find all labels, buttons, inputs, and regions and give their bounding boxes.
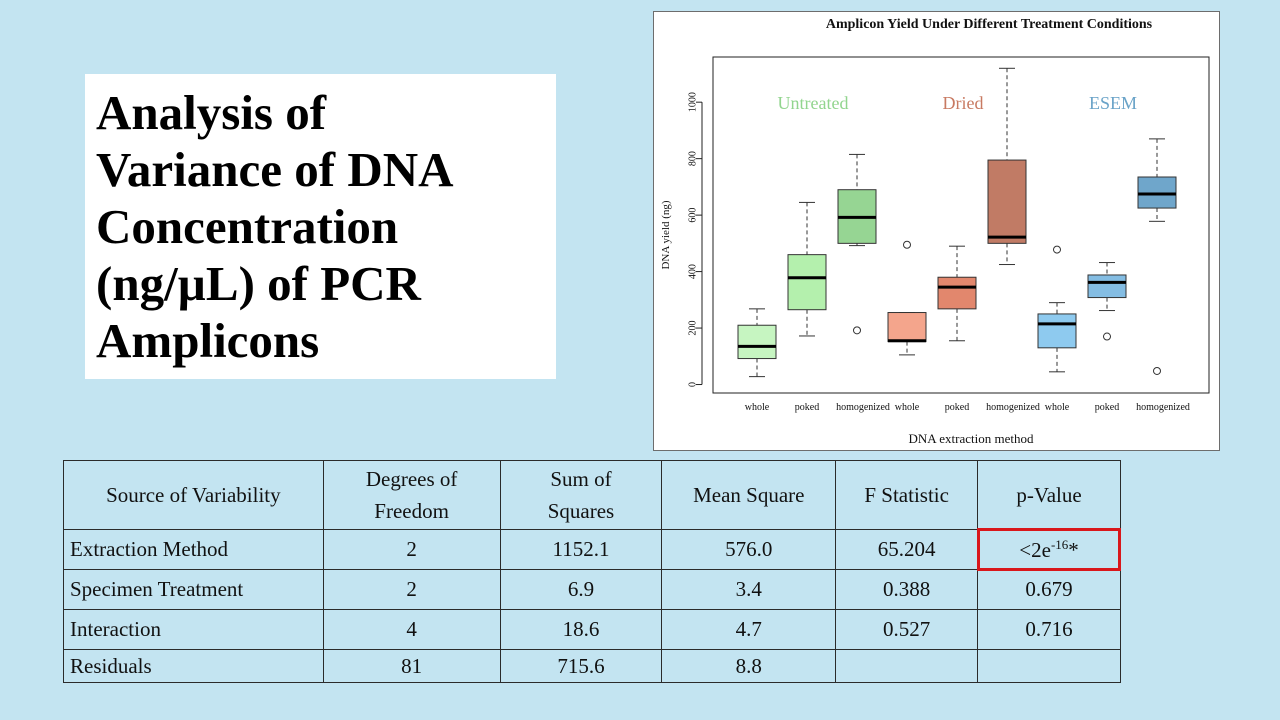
cell-p: 0.716 xyxy=(977,609,1121,650)
cell-f: 0.527 xyxy=(835,609,979,650)
x-tick-label: whole xyxy=(895,402,920,413)
x-tick-label: homogenized xyxy=(836,402,890,413)
boxplot-svg: Amplicon Yield Under Different Treatment… xyxy=(660,17,1210,446)
title-panel: Analysis of Variance of DNA Concentratio… xyxy=(85,74,556,379)
cell-ms: 4.7 xyxy=(661,609,837,650)
cell-p: 0.679 xyxy=(977,569,1121,610)
group-label: ESEM xyxy=(1089,93,1137,113)
anova-table: Source of Variability Degrees of Freedom… xyxy=(63,460,1121,683)
cell-ss: 715.6 xyxy=(499,649,663,683)
p-exponent: -16 xyxy=(1050,536,1069,552)
cell-source: Extraction Method xyxy=(63,529,324,570)
x-tick-label: poked xyxy=(945,402,969,413)
y-tick-label: 1000 xyxy=(688,92,699,112)
box xyxy=(1037,313,1077,349)
cell-p-highlighted: <2e-16* xyxy=(977,528,1121,571)
p-suffix: * xyxy=(1068,537,1079,562)
header-f: F Statistic xyxy=(835,460,979,530)
header-source: Source of Variability xyxy=(63,460,324,530)
x-tick-label: homogenized xyxy=(986,402,1040,413)
group-label: Untreated xyxy=(778,93,849,113)
cell-df: 4 xyxy=(322,609,501,650)
y-tick-label: 600 xyxy=(688,208,699,223)
table-row: Residuals 81 715.6 8.8 xyxy=(63,649,1121,683)
chart-title: Amplicon Yield Under Different Treatment… xyxy=(826,17,1153,32)
table-row: Interaction 4 18.6 4.7 0.527 0.716 xyxy=(63,609,1121,650)
box xyxy=(1087,274,1127,299)
box xyxy=(937,276,977,310)
outlier-point xyxy=(903,240,911,249)
y-tick-label: 200 xyxy=(688,321,699,336)
box xyxy=(737,324,777,360)
table-header-row: Source of Variability Degrees of Freedom… xyxy=(63,460,1121,530)
cell-ms: 3.4 xyxy=(661,569,837,610)
cell-ss: 1152.1 xyxy=(499,529,663,570)
cell-ms: 8.8 xyxy=(661,649,837,683)
slide-title: Analysis of Variance of DNA Concentratio… xyxy=(96,85,454,368)
boxplot-chart: Amplicon Yield Under Different Treatment… xyxy=(653,11,1220,451)
cell-ms: 576.0 xyxy=(661,529,837,570)
header-ms: Mean Square xyxy=(661,460,837,530)
header-df: Degrees of Freedom xyxy=(322,460,501,530)
cell-df: 2 xyxy=(322,569,501,610)
cell-f: 0.388 xyxy=(835,569,979,610)
plot-frame xyxy=(712,56,1210,394)
cell-df: 81 xyxy=(322,649,501,683)
cell-source: Interaction xyxy=(63,609,324,650)
group-label: Dried xyxy=(943,93,984,113)
cell-df: 2 xyxy=(322,529,501,570)
cell-ss: 18.6 xyxy=(499,609,663,650)
y-tick-label: 400 xyxy=(688,264,699,279)
y-tick-label: 0 xyxy=(688,382,699,387)
cell-f: 65.204 xyxy=(835,529,979,570)
x-tick-label: homogenized xyxy=(1136,402,1190,413)
cell-p xyxy=(977,649,1121,683)
outlier-point xyxy=(1103,332,1111,341)
outlier-point xyxy=(1153,366,1161,375)
x-tick-label: poked xyxy=(1095,402,1119,413)
outlier-point xyxy=(853,326,861,335)
y-tick-label: 800 xyxy=(688,151,699,166)
x-tick-label: whole xyxy=(1045,402,1070,413)
box xyxy=(887,312,927,343)
cell-f xyxy=(835,649,979,683)
cell-source: Residuals xyxy=(63,649,324,683)
box xyxy=(987,159,1027,244)
p-prefix: <2e xyxy=(1019,537,1051,562)
table-row: Extraction Method 2 1152.1 576.0 65.204 … xyxy=(63,528,1121,571)
cell-ss: 6.9 xyxy=(499,569,663,610)
x-tick-label: whole xyxy=(745,402,770,413)
y-axis-label: DNA yield (ng) xyxy=(660,200,672,269)
cell-source: Specimen Treatment xyxy=(63,569,324,610)
box xyxy=(787,254,827,311)
outlier-point xyxy=(1053,245,1061,254)
header-p: p-Value xyxy=(977,460,1121,530)
x-tick-label: poked xyxy=(795,402,819,413)
table-row: Specimen Treatment 2 6.9 3.4 0.388 0.679 xyxy=(63,569,1121,610)
x-axis-label: DNA extraction method xyxy=(909,431,1034,446)
header-ss: Sum of Squares xyxy=(499,460,663,530)
